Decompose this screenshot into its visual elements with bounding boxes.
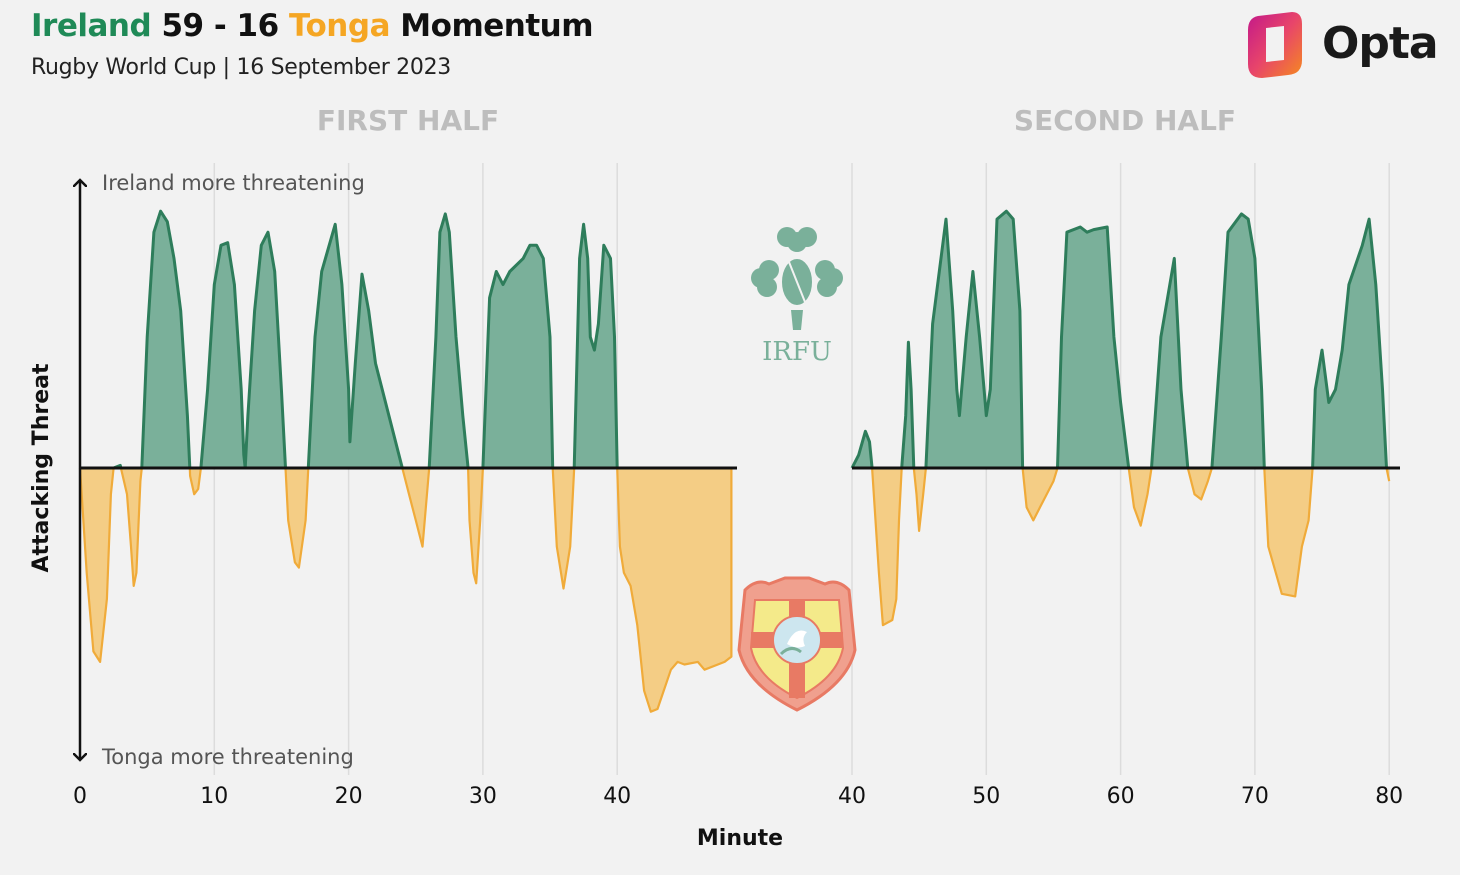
opta-logo-text: Opta <box>1322 18 1439 69</box>
tick-label-first-half-0: 0 <box>73 784 87 809</box>
tick-label-first-half-30: 30 <box>469 784 497 809</box>
y-axis-label: Attacking Threat <box>29 363 54 572</box>
tick-label-first-half-10: 10 <box>200 784 228 809</box>
irfu-text: IRFU <box>762 337 832 367</box>
x-axis-label: Minute <box>697 826 783 851</box>
tick-label-second-half-40: 40 <box>838 784 866 809</box>
shamrock-leaf <box>777 227 797 247</box>
olive-branch <box>779 647 802 656</box>
tick-label-second-half-60: 60 <box>1107 784 1135 809</box>
shamrock-leaf <box>757 277 777 297</box>
shamrock-leaf <box>817 277 837 297</box>
tick-label-first-half-40: 40 <box>603 784 631 809</box>
chart-subtitle: Rugby World Cup | 16 September 2023 <box>31 55 451 80</box>
ball-seam <box>788 261 806 303</box>
title-team-away: Tonga <box>288 8 391 44</box>
tick-label-second-half-50: 50 <box>972 784 1000 809</box>
annotation-ireland-threat: Ireland more threatening <box>102 171 365 195</box>
opta-icon <box>1248 12 1302 78</box>
tonga-shield-icon <box>737 576 857 712</box>
shamrock-stem <box>791 310 803 330</box>
title-score: 59 - 16 <box>161 8 279 44</box>
tonga-area-second-half <box>852 468 1390 626</box>
ireland-area-first-half <box>80 211 732 468</box>
annotation-tonga-threat: Tonga more threatening <box>101 745 354 769</box>
ireland-line-first-half <box>80 209 732 470</box>
title-suffix: Momentum <box>400 8 594 44</box>
tick-label-second-half-80: 80 <box>1375 784 1403 809</box>
dove-shape <box>787 630 807 648</box>
shamrock-leaf <box>797 227 817 247</box>
irfu-shamrock-icon: IRFU <box>751 227 843 367</box>
tick-label-first-half-20: 20 <box>335 784 363 809</box>
first-half-label: FIRST HALF <box>317 104 499 137</box>
second-half-label: SECOND HALF <box>1014 104 1236 137</box>
chart-title: Ireland 59 - 16 Tonga Momentum <box>31 8 594 44</box>
tick-label-second-half-70: 70 <box>1241 784 1269 809</box>
tonga-area-first-half <box>80 468 732 712</box>
title-team-home: Ireland <box>31 8 152 44</box>
